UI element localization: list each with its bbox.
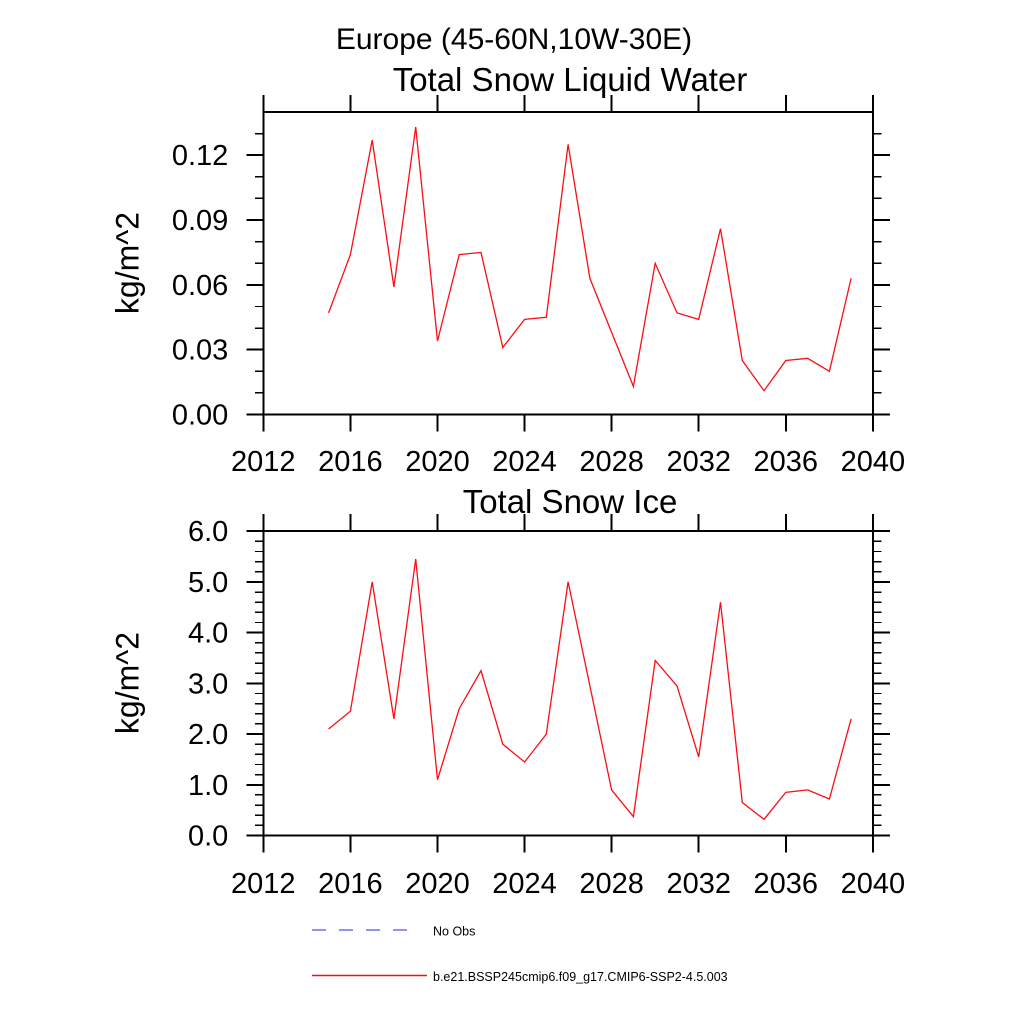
y-tick-label: 6.0: [188, 516, 228, 548]
x-tick-label: 2020: [405, 446, 470, 478]
x-tick-label: 2028: [579, 446, 644, 478]
x-tick-label: 2012: [231, 868, 296, 900]
y-tick-label: 3.0: [188, 668, 228, 700]
y-tick-label: 1.0: [188, 770, 228, 802]
x-tick-label: 2032: [666, 868, 731, 900]
y-tick-label: 0.00: [172, 400, 228, 432]
x-tick-label: 2016: [318, 868, 383, 900]
y-tick-label: 2.0: [188, 719, 228, 751]
series-line: [327, 127, 852, 392]
top-chart-panel: 2012 2016 2020 2024 2028 2032 2036 2040 0.00 0.03…: [172, 95, 905, 478]
legend-label-model: b.e21.BSSP245cmip6.f09_g17.CMIP6-SSP2-4.…: [433, 970, 728, 984]
x-tick-label: 2020: [405, 868, 470, 900]
x-tick-label: 2040: [841, 868, 906, 900]
y-tick-label: 0.06: [172, 270, 228, 302]
x-tick-label: 2036: [754, 446, 819, 478]
x-tick-label: 2012: [231, 446, 296, 478]
series-line: [328, 559, 852, 821]
y-tick-label: 4.0: [188, 618, 228, 650]
y-tick-label: 5.0: [188, 567, 228, 599]
y-tick-label: 0.0: [188, 821, 228, 853]
plot-frame: [262, 530, 874, 837]
y-tick-label: 0.03: [172, 335, 228, 367]
region-title: Europe (45-60N,10W-30E): [335, 23, 693, 56]
x-tick-label: 2040: [841, 446, 906, 478]
y-tick-label: 0.09: [172, 205, 228, 237]
top-chart-title: Total Snow Liquid Water: [392, 61, 748, 98]
bottom-chart-panel: 2012 2016 2020 2024 2028 2032 2036 2040 0.0 1.0 2.…: [188, 514, 905, 900]
x-tick-label: 2036: [754, 868, 819, 900]
y-tick-label: 0.12: [172, 140, 228, 172]
x-tick-label: 2028: [579, 868, 644, 900]
x-tick-label: 2032: [666, 446, 731, 478]
legend-label-no-obs: No Obs: [433, 925, 475, 939]
bottom-chart-title: Total Snow Ice: [462, 483, 678, 520]
x-tick-label: 2024: [492, 446, 557, 478]
x-tick-label: 2016: [318, 446, 383, 478]
legend: No Obs b.e21.BSSP245cmip6.f09_g17.CMIP6-…: [312, 925, 728, 984]
plot-frame: [262, 111, 874, 416]
x-tick-label: 2024: [492, 868, 557, 900]
